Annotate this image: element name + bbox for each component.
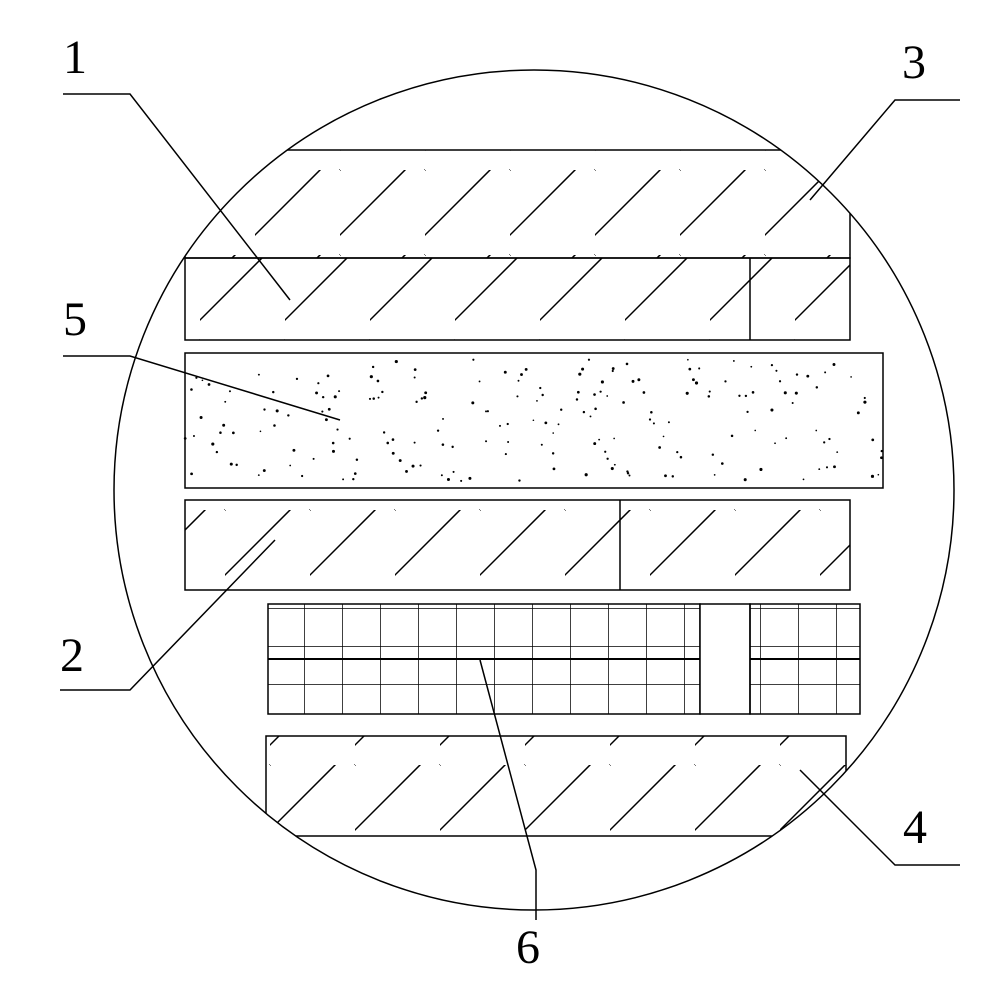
layer-bottom-inner: [185, 500, 850, 590]
label-2: 2: [60, 628, 84, 683]
diagram-svg: [0, 0, 1000, 992]
layer-bottom-outer: [266, 736, 846, 836]
label-4: 4: [903, 800, 927, 855]
label-1: 1: [63, 30, 87, 85]
label-5: 5: [63, 292, 87, 347]
layer-mesh: [268, 604, 860, 714]
label-3: 3: [902, 35, 926, 90]
label-6: 6: [516, 920, 540, 975]
layer-top-outer: [185, 150, 850, 258]
